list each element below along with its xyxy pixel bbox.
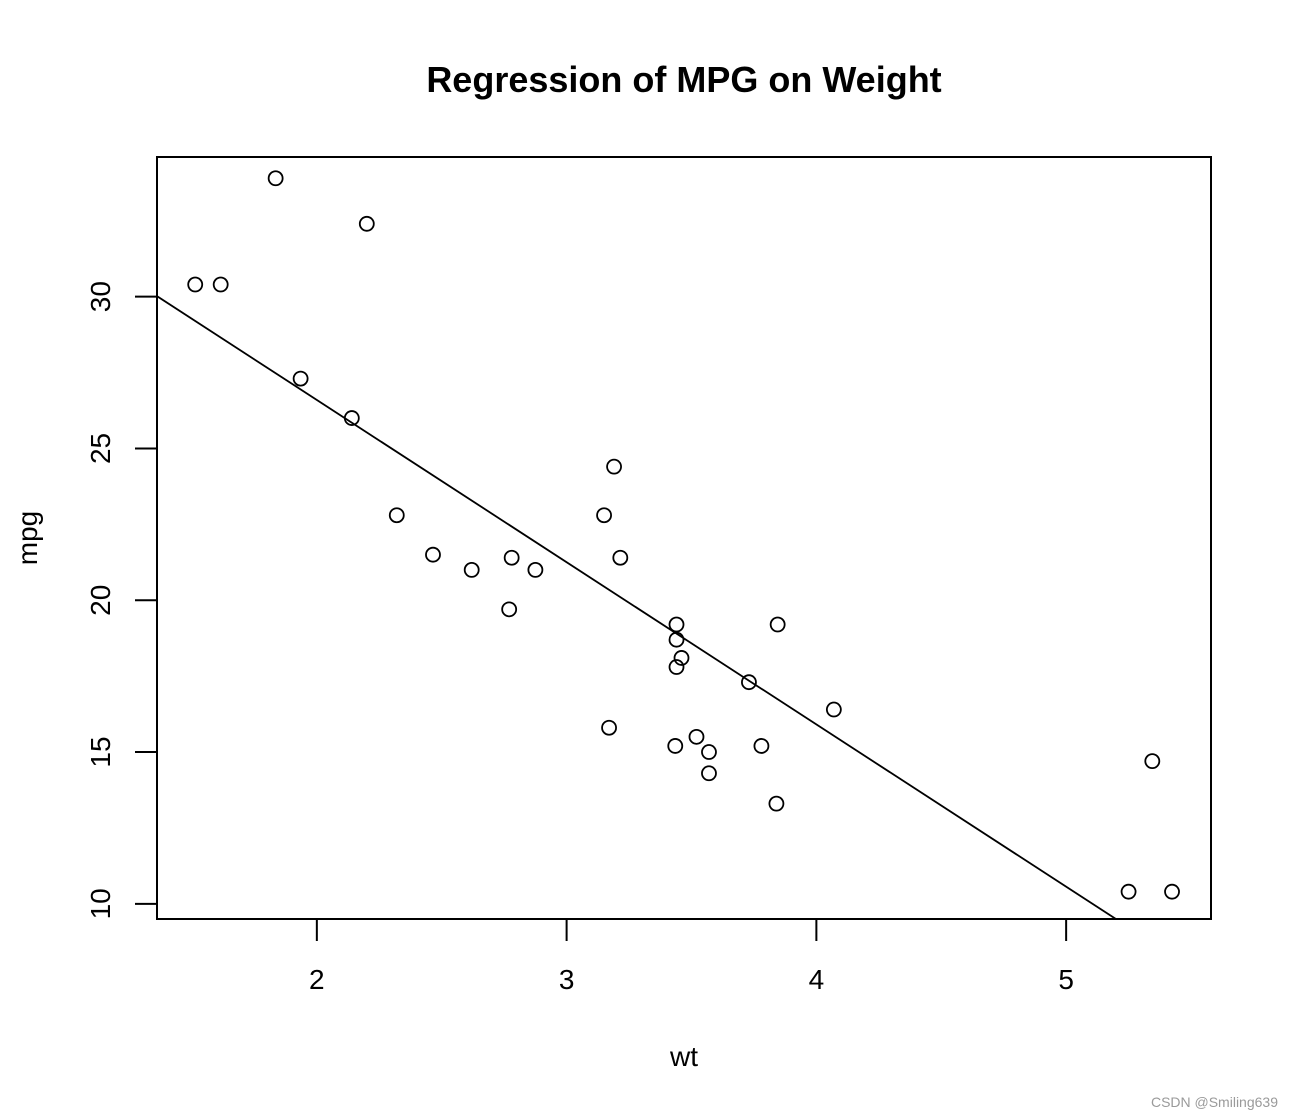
data-point [343, 410, 360, 426]
data-point [358, 215, 375, 232]
data-point [668, 616, 685, 633]
data-point [267, 170, 284, 187]
data-point [501, 601, 518, 618]
y-tick-label: 10 [85, 888, 116, 919]
data-point [503, 549, 520, 566]
plot-frame [156, 156, 1212, 920]
y-tick-label: 15 [85, 736, 116, 767]
data-point [668, 631, 685, 648]
x-tick-label: 2 [309, 964, 325, 995]
x-axis-title: wt [669, 1041, 698, 1072]
data-point [212, 276, 229, 293]
x-tick-label: 5 [1058, 964, 1074, 995]
data-point [701, 744, 717, 760]
data-point [1144, 753, 1161, 770]
data-point [768, 795, 785, 812]
data-point [601, 719, 617, 736]
data-point [1120, 883, 1137, 900]
data-point [606, 458, 622, 475]
data-point [187, 276, 204, 293]
watermark: CSDN @Smiling639 [1150, 1094, 1278, 1110]
y-tick-label: 20 [85, 585, 116, 616]
data-point [596, 507, 612, 524]
data-point [769, 616, 786, 633]
data-point [1164, 883, 1180, 900]
points-layer [187, 170, 1180, 900]
y-axis-title: mpg [12, 511, 43, 565]
y-tick-label: 25 [85, 433, 116, 464]
x-tick-label: 3 [559, 964, 575, 995]
x-axis: 2 3 4 5 [309, 918, 1074, 995]
data-point [612, 549, 629, 566]
data-point [425, 546, 441, 563]
data-point [741, 674, 757, 691]
data-point [667, 738, 684, 754]
data-point [753, 738, 770, 754]
data-point [463, 561, 480, 578]
data-point [292, 370, 309, 387]
data-point [668, 659, 685, 675]
data-point [825, 701, 842, 718]
data-point [701, 765, 717, 782]
x-tick-label: 4 [809, 964, 825, 995]
y-axis: 10 15 20 25 30 [85, 281, 158, 919]
chart-title: Regression of MPG on Weight [426, 59, 941, 100]
data-point [388, 507, 405, 524]
data-point [673, 650, 690, 666]
data-point [688, 728, 705, 745]
data-point [527, 561, 544, 578]
y-tick-label: 30 [85, 281, 116, 312]
